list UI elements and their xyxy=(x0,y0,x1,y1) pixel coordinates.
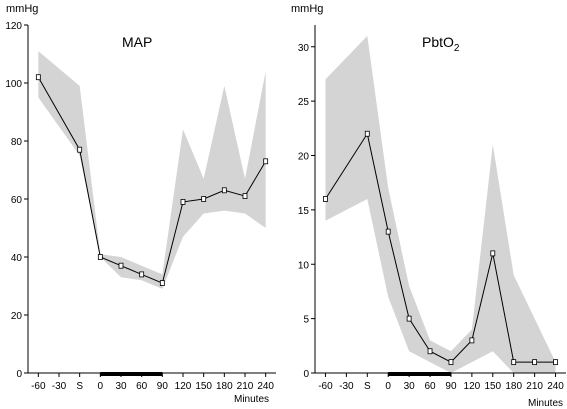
pbto2-x-tick-label: 150 xyxy=(484,381,501,392)
map-data-point xyxy=(97,254,103,260)
map-x-tick-label: 120 xyxy=(175,381,192,392)
map-intervention-bar xyxy=(100,372,163,376)
pbto2-y-tick-label: 15 xyxy=(298,206,310,217)
pbto2-data-point xyxy=(553,359,558,366)
map-data-point xyxy=(35,74,41,81)
pbto2-x-tick-label: 90 xyxy=(445,381,457,392)
pbto2-x-tick-label: -30 xyxy=(339,381,354,392)
map-title: MAP xyxy=(122,34,152,50)
pbto2-x-tick-label: 30 xyxy=(404,381,416,392)
pbto2-range-band xyxy=(325,35,556,373)
pbto2-x-tick-label: 0 xyxy=(385,381,391,392)
map-y-tick-label: 0 xyxy=(16,369,22,380)
pbto2-data-point xyxy=(406,315,412,322)
map-x-tick-label: -60 xyxy=(31,381,46,392)
map-data-point xyxy=(221,187,227,194)
map-x-tick-label: S xyxy=(76,381,83,392)
pbto2-y-tick-label: 30 xyxy=(298,43,310,54)
map-panel: mmHg MAP Minutes 0 20 40 60 80 100 120 -60 -30 S 0… xyxy=(5,3,276,405)
pbto2-plot-layer: 0 5 10 15 20 25 30 -60 -30 S 0 30 60 90 120 150 180 210 24… xyxy=(298,25,566,392)
pbto2-data-point xyxy=(364,130,370,137)
pbto2-data-point xyxy=(511,359,517,366)
pbto2-y-unit: mmHg xyxy=(291,3,323,15)
pbto2-x-tick-label: 180 xyxy=(505,381,522,392)
pbto2-x-tick-label: 240 xyxy=(547,381,564,392)
pbto2-x-tick-label: 60 xyxy=(424,381,436,392)
pbto2-y-tick-label: 25 xyxy=(298,97,310,108)
map-data-point xyxy=(159,280,165,287)
map-x-tick-label: 30 xyxy=(115,381,127,392)
map-x-tick-label: 210 xyxy=(237,381,254,392)
pbto2-x-tick-label: 120 xyxy=(464,381,481,392)
map-data-point xyxy=(201,196,207,202)
pbto2-data-point xyxy=(469,337,475,344)
pbto2-intervention-bar xyxy=(388,372,451,376)
map-data-point xyxy=(118,262,124,269)
map-y-tick-label: 100 xyxy=(5,79,22,90)
map-x-tick-label: 60 xyxy=(136,381,148,392)
pbto2-x-tick-label: 210 xyxy=(526,381,543,392)
map-x-tick-label: 90 xyxy=(157,381,169,392)
map-y-tick-label: 120 xyxy=(5,21,22,32)
pbto2-y-tick-label: 5 xyxy=(303,315,309,326)
map-x-label: Minutes xyxy=(234,394,269,405)
pbto2-data-point xyxy=(427,348,433,355)
map-x-tick-label: 240 xyxy=(257,381,274,392)
map-y-tick-label: 20 xyxy=(11,311,23,322)
pbto2-y-tick-label: 20 xyxy=(298,152,310,163)
map-data-point xyxy=(77,146,83,153)
pbto2-data-point xyxy=(448,359,454,366)
map-x-tick-label: 150 xyxy=(195,381,212,392)
pbto2-data-point xyxy=(490,250,496,257)
pbto2-x-label: Minutes xyxy=(528,398,563,409)
pbto2-y-tick-label: 10 xyxy=(298,260,310,271)
pbto2-panel: mmHg PbtO2 Minutes 0 5 10 15 20 25 30 -60 -30 S 0 3… xyxy=(291,3,566,409)
map-x-tick-label: -30 xyxy=(52,381,67,392)
map-y-tick-label: 40 xyxy=(11,253,23,264)
pbto2-title: PbtO2 xyxy=(422,34,460,54)
pbto2-x-tick-label: -60 xyxy=(318,381,333,392)
map-range-band xyxy=(38,51,266,289)
map-data-point xyxy=(139,271,145,278)
map-y-tick-label: 60 xyxy=(11,195,23,206)
pbto2-data-point xyxy=(532,359,538,366)
map-data-point xyxy=(263,158,269,165)
map-y-tick-label: 80 xyxy=(11,137,23,148)
pbto2-y-tick-label: 0 xyxy=(303,369,309,380)
pbto2-data-point xyxy=(323,196,328,202)
map-x-tick-label: 180 xyxy=(216,381,233,392)
map-y-unit: mmHg xyxy=(6,3,38,15)
pbto2-data-point xyxy=(385,228,391,235)
map-data-point xyxy=(180,198,186,205)
map-x-tick-label: 0 xyxy=(98,381,104,392)
map-data-point xyxy=(242,193,248,200)
pbto2-x-tick-label: S xyxy=(364,381,371,392)
